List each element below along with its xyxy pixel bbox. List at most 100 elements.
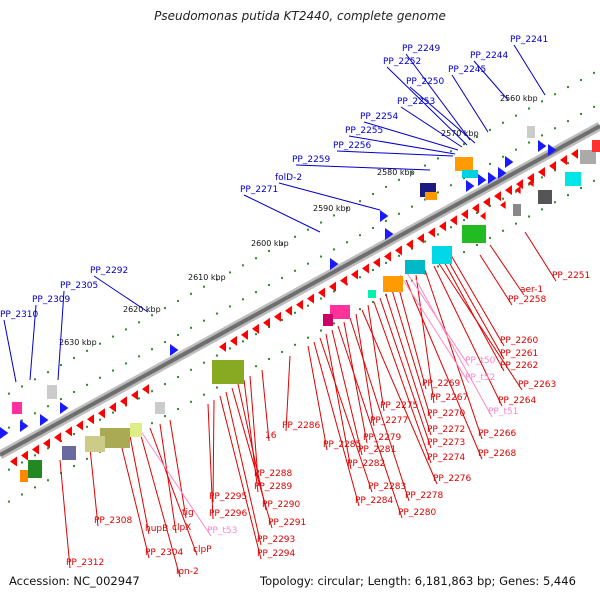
- tick-mark: [190, 326, 192, 329]
- gene-block: [405, 260, 425, 274]
- gene-block: [527, 126, 535, 138]
- forward-leader-line: [405, 53, 471, 141]
- tick-mark: [190, 400, 192, 403]
- tick-mark: [255, 333, 257, 336]
- reverse-gene-label: PP_2278: [405, 491, 444, 501]
- gene-block: [323, 314, 333, 326]
- reverse-gene-label: PP_2279: [363, 433, 402, 443]
- reverse-gene-arrow: [32, 444, 39, 455]
- reverse-gene-arrow: [461, 209, 468, 220]
- reverse-gene-label: PP_2266: [478, 429, 517, 439]
- reverse-gene-label: PP_2263: [518, 380, 556, 390]
- reverse-gene-arrow: [483, 197, 490, 208]
- reverse-gene-label: PP_2312: [66, 558, 104, 568]
- tick-mark: [554, 201, 556, 204]
- gene-block: [85, 436, 105, 452]
- tick-mark: [580, 112, 582, 115]
- tick-mark: [164, 415, 166, 418]
- forward-gene-arrow: [548, 144, 557, 156]
- tick-mark: [268, 284, 270, 287]
- reverse-gene-label: 16: [265, 431, 277, 441]
- tick-mark: [255, 291, 257, 294]
- tick-mark: [593, 105, 595, 108]
- tick-mark: [385, 293, 387, 296]
- tick-mark: [281, 242, 283, 245]
- tick-mark: [489, 236, 491, 239]
- tick-mark: [8, 426, 10, 429]
- tick-mark: [151, 390, 153, 393]
- tick-mark: [73, 464, 75, 467]
- reverse-leader-line: [212, 399, 215, 503]
- rna-gene-label: PP_t50: [465, 356, 496, 366]
- tick-mark: [515, 114, 517, 117]
- tick-mark: [125, 362, 127, 365]
- reverse-gene-arrow: [142, 384, 149, 395]
- tick-mark: [268, 358, 270, 361]
- reverse-gene-label: PP_2264: [498, 396, 537, 406]
- reverse-gene-label: PP_2273: [427, 438, 465, 448]
- tick-mark: [21, 385, 23, 388]
- tick-mark: [437, 265, 439, 268]
- reverse-gene-arrow: [362, 263, 369, 274]
- reverse-gene-label: PP_2290: [262, 500, 301, 510]
- tick-mark: [437, 157, 439, 160]
- reverse-gene-arrow: [516, 179, 523, 190]
- map-title: Pseudomonas putida KT2440, complete geno…: [154, 9, 446, 23]
- gene-block: [383, 276, 403, 292]
- reverse-gene-label: clpX: [172, 523, 191, 533]
- tick-mark: [255, 257, 257, 260]
- reverse-gene-arrow: [241, 329, 248, 340]
- tick-mark: [567, 194, 569, 197]
- tick-mark: [528, 141, 530, 144]
- reverse-leader-line: [343, 321, 368, 444]
- tick-mark: [515, 190, 517, 193]
- reverse-gene-arrow: [439, 221, 446, 232]
- reverse-gene-arrow: [54, 432, 61, 443]
- tick-mark: [502, 155, 504, 158]
- reverse-gene-label: lon-2: [176, 567, 199, 577]
- gene-block: [62, 446, 76, 460]
- tick-mark: [359, 234, 361, 237]
- tick-mark: [554, 127, 556, 130]
- tick-mark: [567, 86, 569, 89]
- forward-gene-label: PP_2309: [32, 295, 71, 305]
- tick-mark: [463, 177, 465, 180]
- reverse-gene-label: PP_2289: [254, 482, 293, 492]
- reverse-gene-label: PP_2282: [347, 459, 385, 469]
- tick-mark: [73, 356, 75, 359]
- tick-mark: [164, 307, 166, 310]
- reverse-gene-arrow: [263, 317, 270, 328]
- tick-mark: [385, 219, 387, 222]
- reverse-leader-line: [331, 329, 363, 456]
- tick-mark: [463, 251, 465, 254]
- rna-leader-line: [414, 277, 493, 418]
- reverse-gene-arrow: [351, 269, 358, 280]
- tick-mark: [372, 227, 374, 230]
- reverse-leader-line: [367, 304, 385, 412]
- reverse-leader-line: [169, 419, 187, 519]
- reverse-leader-line: [355, 313, 375, 427]
- forward-gene-arrow: [385, 228, 394, 240]
- gene-block: [100, 428, 130, 448]
- reverse-gene-label: PP_2260: [500, 336, 539, 346]
- reverse-leader-line: [479, 254, 513, 306]
- reverse-leader-line: [444, 254, 505, 360]
- tick-mark: [47, 371, 49, 374]
- reverse-leader-line: [219, 395, 262, 560]
- tick-mark: [515, 148, 517, 151]
- reverse-leader-line: [524, 231, 557, 282]
- reverse-gene-arrow: [515, 186, 521, 194]
- reverse-gene-label: PP_2268: [478, 449, 517, 459]
- tick-mark: [151, 422, 153, 425]
- tick-mark: [424, 164, 426, 167]
- reverse-gene-label: PP_2308: [94, 516, 133, 526]
- forward-leader-line: [386, 66, 468, 146]
- tick-mark: [294, 343, 296, 346]
- reverse-leader-line: [405, 279, 483, 460]
- tick-mark: [346, 241, 348, 244]
- tick-mark: [60, 398, 62, 401]
- reverse-leader-line: [433, 265, 503, 407]
- reverse-leader-line: [397, 284, 427, 390]
- tick-mark: [359, 276, 361, 279]
- forward-leader-line: [513, 44, 546, 96]
